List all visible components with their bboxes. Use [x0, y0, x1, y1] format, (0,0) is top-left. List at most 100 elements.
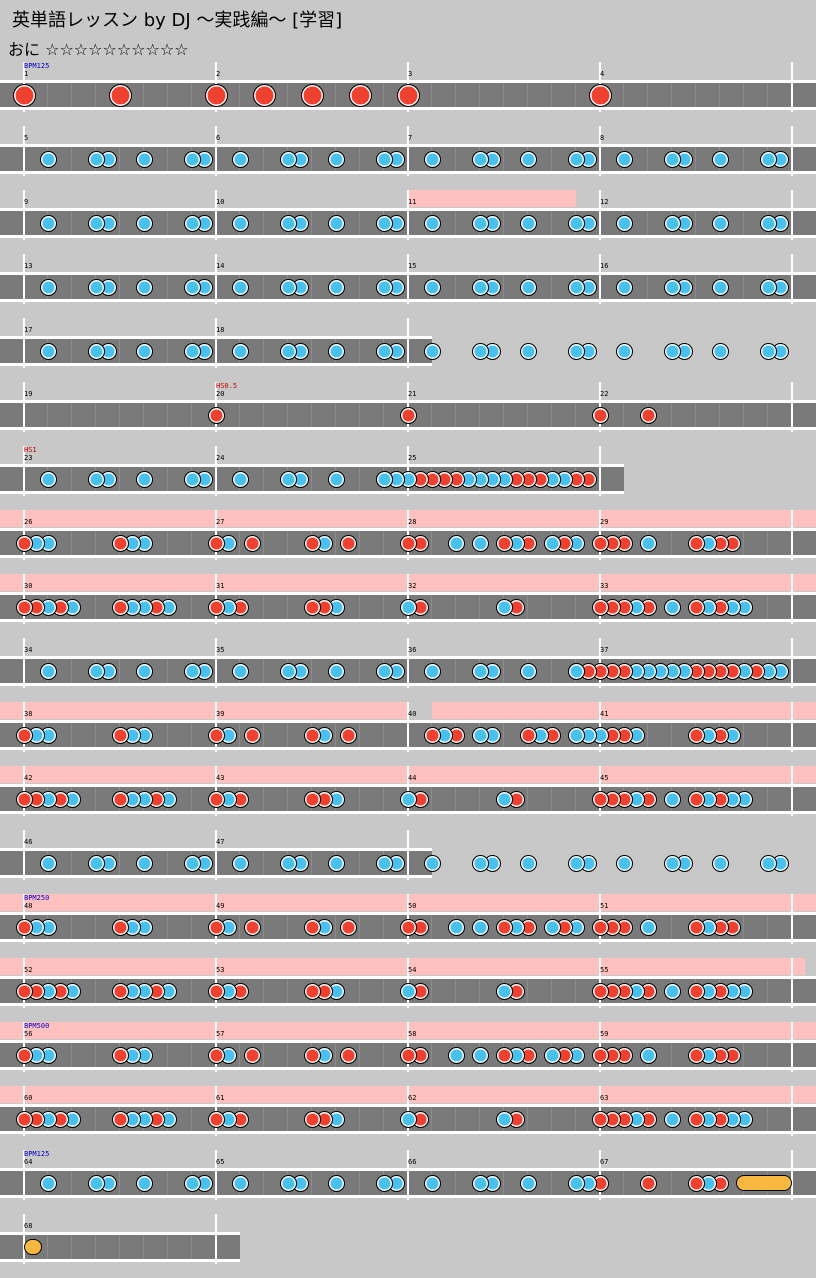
- beat-line: [239, 83, 240, 107]
- ka-note: [231, 470, 249, 488]
- beat-line: [647, 275, 648, 299]
- gogo-section: [432, 702, 816, 719]
- bpm-command: BPM250: [24, 894, 50, 902]
- beat-line: [743, 531, 744, 555]
- roll-note: [736, 1175, 792, 1191]
- beat-line: [263, 659, 264, 683]
- ka-note: [231, 854, 249, 872]
- ka-note: [135, 854, 153, 872]
- beat-line: [287, 595, 288, 619]
- bar-number: 2: [216, 70, 221, 78]
- beat-line: [503, 147, 504, 171]
- measure-row: 46 47: [0, 830, 789, 894]
- ka-note: [567, 214, 585, 232]
- don-note: [15, 1110, 33, 1128]
- don-note: [339, 918, 357, 936]
- beat-line: [359, 979, 360, 1003]
- beat-line: [623, 403, 624, 427]
- beat-line: [335, 1043, 336, 1067]
- barline: [791, 126, 793, 176]
- beat-line: [455, 83, 456, 107]
- bar-number: 54: [408, 966, 417, 974]
- beat-line: [71, 275, 72, 299]
- don-note: [15, 982, 33, 1000]
- beat-line: [335, 403, 336, 427]
- beat-line: [503, 83, 504, 107]
- bar-number: 50: [408, 902, 417, 910]
- beat-line: [551, 211, 552, 235]
- barline: [599, 190, 601, 240]
- beat-line: [527, 83, 528, 107]
- beat-line: [383, 531, 384, 555]
- barline: [215, 1214, 217, 1264]
- lane-botline: [0, 491, 624, 494]
- ka-note: [471, 854, 489, 872]
- barline: [407, 638, 409, 688]
- beat-line: [383, 787, 384, 811]
- beat-line: [71, 659, 72, 683]
- beat-line: [551, 787, 552, 811]
- don-note: [303, 982, 321, 1000]
- beat-line: [503, 723, 504, 747]
- gogo-section: [0, 702, 408, 719]
- beat-line: [167, 467, 168, 491]
- don-note: [303, 1046, 321, 1064]
- ka-note: [663, 214, 681, 232]
- ka-note: [327, 150, 345, 168]
- bar-number: 20: [216, 390, 225, 398]
- beat-line: [359, 275, 360, 299]
- beat-line: [767, 403, 768, 427]
- beat-line: [119, 851, 120, 875]
- bar-number: 37: [600, 646, 609, 654]
- bar-number: 10: [216, 198, 225, 206]
- don-note: [15, 790, 33, 808]
- don-note: [207, 598, 225, 616]
- gogo-section: [408, 190, 576, 207]
- beat-line: [143, 403, 144, 427]
- bar-number: 36: [408, 646, 417, 654]
- beat-line: [503, 659, 504, 683]
- ka-note: [471, 342, 489, 360]
- beat-line: [575, 1107, 576, 1131]
- beat-line: [167, 211, 168, 235]
- barline: [215, 254, 217, 304]
- beat-line: [479, 979, 480, 1003]
- beat-line: [119, 275, 120, 299]
- beat-line: [551, 147, 552, 171]
- barline: [791, 382, 793, 432]
- bar-number: 67: [600, 1158, 609, 1166]
- bar-number: 5: [24, 134, 29, 142]
- don-note: [303, 1110, 321, 1128]
- ka-note: [183, 150, 201, 168]
- barline: [791, 702, 793, 752]
- beat-line: [359, 1043, 360, 1067]
- beat-line: [119, 147, 120, 171]
- beat-line: [47, 403, 48, 427]
- beat-line: [743, 1043, 744, 1067]
- beat-line: [71, 403, 72, 427]
- ka-note: [615, 150, 633, 168]
- don-note: [243, 1046, 261, 1064]
- beat-line: [263, 851, 264, 875]
- beat-line: [455, 211, 456, 235]
- bar-number: 23: [24, 454, 33, 462]
- barline: [407, 318, 409, 368]
- ka-note: [615, 278, 633, 296]
- beat-line: [383, 915, 384, 939]
- beat-line: [311, 1171, 312, 1195]
- ka-note: [327, 470, 345, 488]
- ka-note: [471, 214, 489, 232]
- bar-number: 55: [600, 966, 609, 974]
- ka-note: [567, 150, 585, 168]
- don-note: [687, 1046, 705, 1064]
- ka-note: [543, 1046, 561, 1064]
- don-note: [687, 598, 705, 616]
- beat-line: [167, 915, 168, 939]
- measure-row: 26 27 28 29: [0, 510, 816, 574]
- don-note: [243, 534, 261, 552]
- don-note: [204, 83, 228, 107]
- beat-line: [383, 595, 384, 619]
- ka-note: [663, 342, 681, 360]
- bar-number: 47: [216, 838, 225, 846]
- beat-line: [575, 979, 576, 1003]
